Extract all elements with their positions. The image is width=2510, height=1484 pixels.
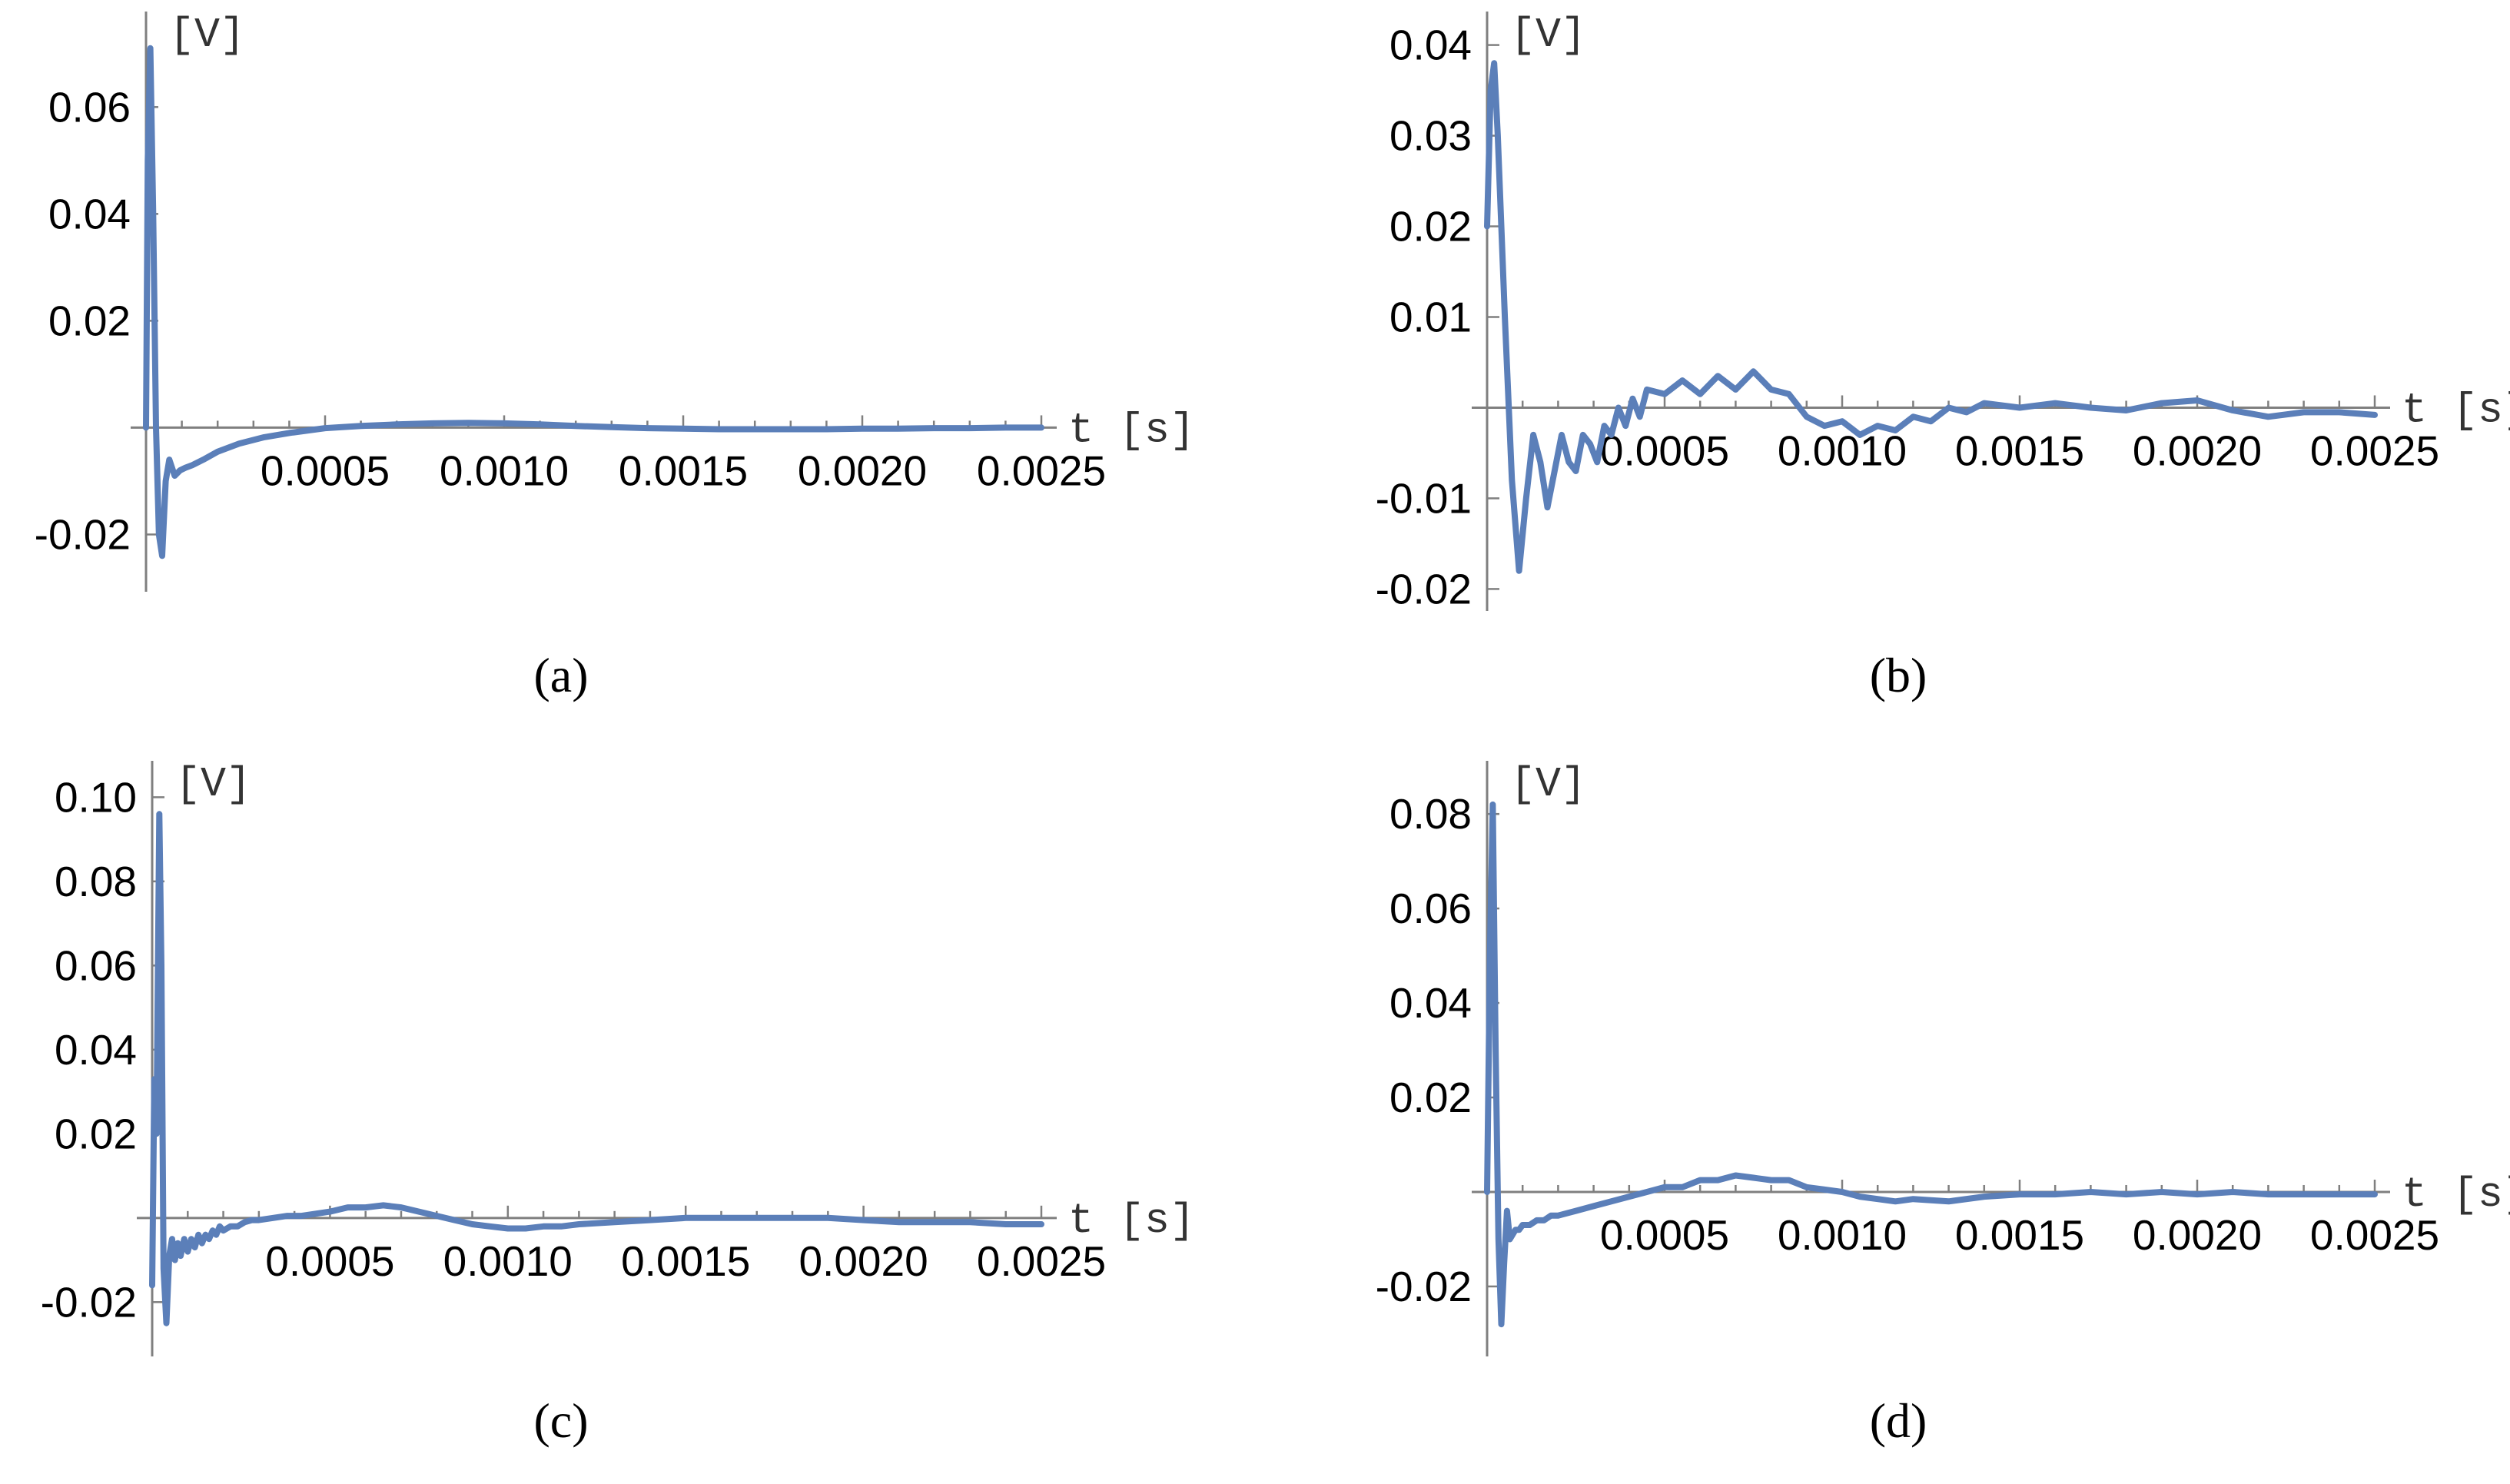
x-tick-label: 0.0015 bbox=[619, 447, 748, 494]
x-tick-label: 0.0025 bbox=[2310, 1211, 2439, 1259]
y-tick-label: 0.02 bbox=[55, 1110, 137, 1157]
x-axis-label: t [s] bbox=[2402, 386, 2510, 434]
x-tick-label: 0.0025 bbox=[977, 447, 1106, 494]
y-tick-label: 0.04 bbox=[55, 1026, 137, 1074]
y-tick-label: 0.03 bbox=[1389, 112, 1472, 160]
y-tick-label: 0.06 bbox=[48, 83, 131, 131]
x-tick-label: 0.0025 bbox=[2310, 427, 2439, 474]
x-tick-label: 0.0005 bbox=[1600, 427, 1729, 474]
series-line bbox=[1484, 801, 2378, 1328]
panel-caption: (c) bbox=[533, 1393, 588, 1448]
x-axis-label: t [s] bbox=[1068, 406, 1195, 454]
y-tick-label: -0.02 bbox=[41, 1278, 137, 1326]
x-tick-label: 0.0020 bbox=[2133, 427, 2262, 474]
x-tick-label: 0.0005 bbox=[265, 1237, 394, 1285]
y-tick-label: 0.06 bbox=[1389, 885, 1472, 932]
y-tick-label: 0.08 bbox=[55, 858, 137, 905]
y-tick-label: 0.04 bbox=[48, 190, 131, 237]
x-tick-label: 0.0020 bbox=[798, 1237, 928, 1285]
y-tick-label: 0.10 bbox=[55, 773, 137, 821]
x-tick-label: 0.0015 bbox=[1955, 1211, 2084, 1259]
panel-caption: (d) bbox=[1870, 1393, 1927, 1448]
x-tick-label: 0.0015 bbox=[1955, 427, 2084, 474]
x-tick-label: 0.0020 bbox=[2133, 1211, 2262, 1259]
x-tick-label: 0.0010 bbox=[1778, 1211, 1907, 1259]
y-tick-label: -0.02 bbox=[1376, 1263, 1472, 1310]
series-line bbox=[149, 811, 1044, 1326]
x-tick-label: 0.0005 bbox=[261, 447, 390, 494]
y-tick-label: 0.06 bbox=[55, 941, 137, 989]
chart-panel-a: 0.0005 0.0010 0.0015 0.0020 0.0025 -0.02 0.02 0… bbox=[35, 11, 1195, 702]
x-tick-label: 0.0010 bbox=[440, 447, 569, 494]
x-tick-label: 0.0010 bbox=[1778, 427, 1907, 474]
y-tick-label: 0.04 bbox=[1389, 22, 1472, 69]
y-tick-label: 0.02 bbox=[48, 297, 131, 344]
x-tick-label: 0.0025 bbox=[977, 1237, 1106, 1285]
chart-panel-d: 0.0005 0.0010 0.0015 0.0020 0.0025 -0.02 0.02 0… bbox=[1376, 760, 2510, 1448]
y-tick-label: 0.04 bbox=[1389, 979, 1472, 1027]
x-tick-label: 0.0005 bbox=[1600, 1211, 1729, 1259]
x-tick-label: 0.0010 bbox=[443, 1237, 573, 1285]
panel-caption: (a) bbox=[533, 648, 588, 702]
y-tick-label: 0.08 bbox=[1389, 790, 1472, 838]
y-tick-label: 0.02 bbox=[1389, 1074, 1472, 1121]
x-axis-label: t [s] bbox=[1068, 1197, 1195, 1245]
y-tick-label: 0.01 bbox=[1389, 294, 1472, 341]
y-tick-label: -0.02 bbox=[1376, 565, 1472, 613]
y-axis-label: [V] bbox=[1510, 11, 1586, 59]
y-axis-label: [V] bbox=[169, 11, 245, 59]
y-axis-label: [V] bbox=[175, 760, 251, 808]
x-tick-label: 0.0020 bbox=[798, 447, 927, 494]
series-line bbox=[143, 45, 1044, 559]
chart-panel-c: 0.0005 0.0010 0.0015 0.0020 0.0025 -0.02 0.02 0… bbox=[41, 760, 1195, 1448]
panel-caption: (b) bbox=[1870, 648, 1927, 702]
x-tick-label: 0.0015 bbox=[621, 1237, 750, 1285]
chart-panel-b: 0.0005 0.0010 0.0015 0.0020 0.0025 -0.02 -0.01… bbox=[1376, 11, 2510, 702]
y-tick-label: 0.02 bbox=[1389, 203, 1472, 251]
y-tick-label: -0.01 bbox=[1376, 474, 1472, 522]
y-tick-label: -0.02 bbox=[35, 510, 131, 558]
y-axis-label: [V] bbox=[1510, 760, 1586, 808]
series-line bbox=[1484, 60, 2378, 574]
x-axis-label: t [s] bbox=[2402, 1170, 2510, 1219]
